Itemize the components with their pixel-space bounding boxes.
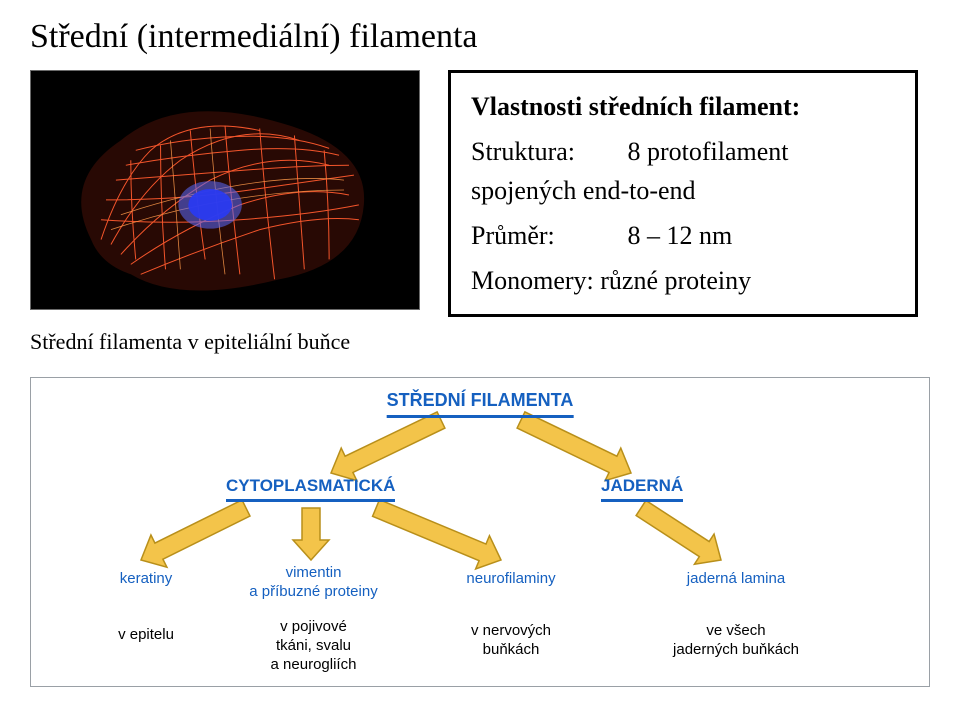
classification-diagram: STŘEDNÍ FILAMENTA CYTOPLASMATICKÁ JADERNÁ… [30, 377, 930, 687]
sub-lamina: jaderná lamina [661, 570, 811, 589]
branch-nuclear: JADERNÁ [601, 476, 683, 502]
arrow-icon [517, 412, 631, 481]
monomers-value: různé proteiny [600, 266, 751, 295]
arrow-icon [373, 500, 501, 569]
micrograph-image [30, 70, 420, 310]
branch-cytoplasmic: CYTOPLASMATICKÁ [226, 476, 395, 502]
top-row: Vlastnosti středních filament: Struktura… [30, 70, 930, 317]
branch-cytoplasmic-text: CYTOPLASMATICKÁ [226, 476, 395, 495]
micrograph-caption: Střední filamenta v epiteliální buňce [30, 329, 410, 355]
diagram-root-label: STŘEDNÍ FILAMENTA [387, 390, 574, 418]
sub-lamina-location: ve všechjaderných buňkách [661, 622, 811, 660]
arrow-icon [141, 500, 250, 567]
properties-heading: Vlastnosti středních filament: [471, 92, 800, 121]
sub-vimentin-location: v pojivovétkáni, svalua neurogliích [231, 618, 396, 674]
sub-neurofilaminy: neurofilaminy [441, 570, 581, 589]
sub-neurofilaminy-location: v nervovýchbuňkách [441, 622, 581, 660]
property-monomers: Monomery: různé proteiny [471, 261, 891, 300]
monomers-label: Monomery: [471, 266, 594, 295]
structure-label: Struktura: [471, 132, 621, 171]
diameter-value: 8 – 12 nm [628, 221, 733, 250]
properties-box: Vlastnosti středních filament: Struktura… [448, 70, 918, 317]
branch-nuclear-text: JADERNÁ [601, 476, 683, 495]
arrow-icon [331, 412, 445, 481]
property-structure: Struktura: 8 protofilament spojených end… [471, 132, 891, 210]
sub-keratiny-location: v epitelu [91, 626, 201, 645]
diameter-label: Průměr: [471, 216, 621, 255]
page-root: Střední (intermediální) filamenta [0, 0, 960, 722]
micrograph-svg [31, 71, 419, 309]
sub-keratiny: keratiny [91, 570, 201, 589]
sub-vimentin: vimentina příbuzné proteiny [231, 564, 396, 602]
property-diameter: Průměr: 8 – 12 nm [471, 216, 891, 255]
arrow-icon [293, 508, 329, 560]
arrow-icon [636, 500, 721, 564]
diagram-root-text: STŘEDNÍ FILAMENTA [387, 390, 574, 410]
page-title: Střední (intermediální) filamenta [30, 18, 930, 56]
